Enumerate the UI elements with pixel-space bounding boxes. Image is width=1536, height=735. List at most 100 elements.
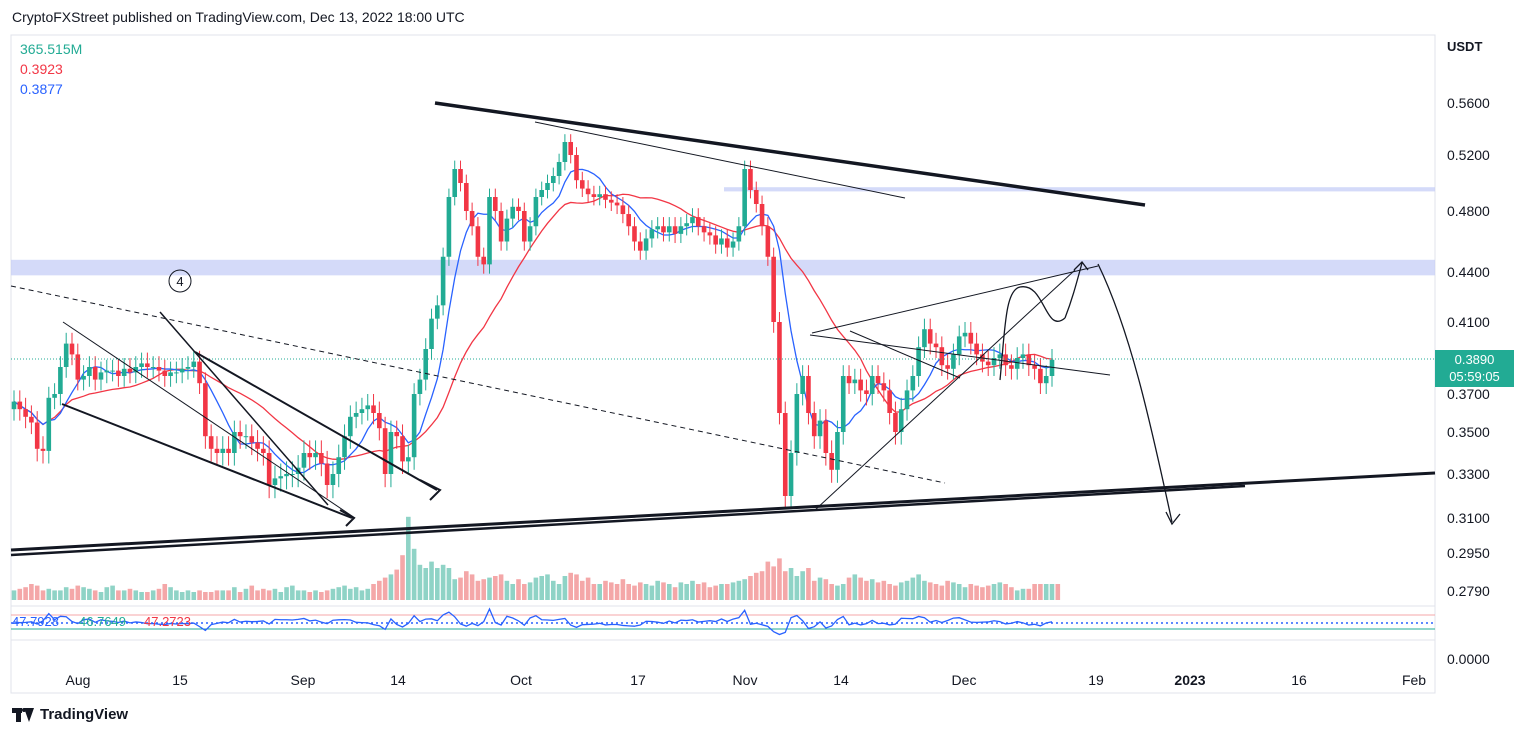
candle-body [75,354,81,380]
candle-body [736,226,742,242]
volume-bar [348,588,353,600]
candle-body [278,476,284,479]
oscillator-line [13,607,1053,636]
candle-body [800,376,805,394]
wedge-upper-line [62,321,356,519]
volume-bar [794,576,800,600]
tradingview-logo-icon [12,707,34,722]
volume-bar [191,592,197,600]
candle-body [411,394,417,458]
volume-bar [695,584,701,600]
candle-body [759,204,765,227]
last-price-badge: 0.3890 05:59:05 [1435,350,1514,387]
brand-label: TradingView [40,706,129,723]
projection-path [999,286,1066,381]
candle-body [846,376,852,384]
candle-body [719,238,724,245]
candle-body [359,409,365,413]
volume-bar [92,590,98,600]
candle-body [962,332,968,337]
candle-body [777,322,782,413]
candle-body [597,194,602,197]
candle-body [156,367,162,371]
volume-bar [150,590,156,600]
candle-body [87,367,92,376]
candle-body [266,453,272,485]
volume-bar [319,592,324,600]
candle-body [794,394,800,453]
candle-body [208,436,214,449]
candle-body [81,376,86,380]
price-tick-label: 0.3700 [1447,386,1490,402]
wave-label-circle [168,269,192,293]
candle-body [284,474,289,477]
volume-bar [574,574,579,600]
dashed-trendline [10,285,946,484]
time-tick-label: 19 [1088,672,1104,688]
volume-bar [742,579,747,600]
volume-bar [411,548,417,600]
volume-bar [261,588,266,600]
volume-bar [29,584,34,600]
candle-body [875,376,881,384]
volume-bar [475,580,481,600]
volume-bar [608,582,614,600]
candle-body [1003,354,1008,366]
candle-body [1026,354,1032,366]
candle-body [545,183,550,190]
volume-bar [545,574,550,600]
tradingview-brand[interactable]: TradingView [12,706,128,723]
volume-bar [916,574,921,600]
candle-body [255,442,260,449]
candle-body [881,383,887,391]
time-tick-label: Oct [510,672,532,688]
volume-bar [1003,584,1008,600]
candle-body [458,169,463,183]
candle-body [243,436,249,438]
candle-body [516,206,521,211]
candle-body [690,217,695,224]
candle-body [713,235,718,245]
countdown-timer: 05:59:05 [1449,369,1500,384]
volume-bar [139,592,144,600]
volume-bar [1038,584,1043,600]
candle-body [394,432,400,437]
candle-body [34,422,40,449]
candle-body [336,457,342,474]
candle-body [40,448,46,451]
time-tick-label: 14 [390,672,406,688]
volume-bar [435,568,440,600]
channel-upper-line [811,265,1099,334]
candle-body [63,343,69,367]
price-tick-label: 0.2790 [1447,583,1490,599]
candle-body [203,383,208,437]
ascending-support-line [10,471,1436,552]
candle-body [956,336,962,355]
volume-bar [458,577,463,600]
volume-bar [823,579,829,600]
volume-bar [869,579,875,600]
candle-body [400,436,405,462]
volume-bar [197,590,202,600]
candle-body [562,142,568,162]
candle-body [324,463,330,485]
volume-bar [365,588,371,600]
volume-bar [382,577,388,600]
candle-body [185,367,191,369]
candle-body [168,372,173,376]
candle-body [365,405,371,410]
volume-bar [429,561,434,600]
candle-body [626,214,631,227]
volume-bar [1043,584,1049,600]
candle-body [608,199,614,203]
candle-body [568,142,573,155]
volume-bar [481,579,487,600]
volume-bar [516,579,521,600]
volume-bar [313,590,318,600]
volume-bar [736,580,742,600]
candle-body [533,197,539,227]
volume-bar [226,590,231,600]
candle-body [174,372,179,374]
volume-bar [162,584,168,600]
